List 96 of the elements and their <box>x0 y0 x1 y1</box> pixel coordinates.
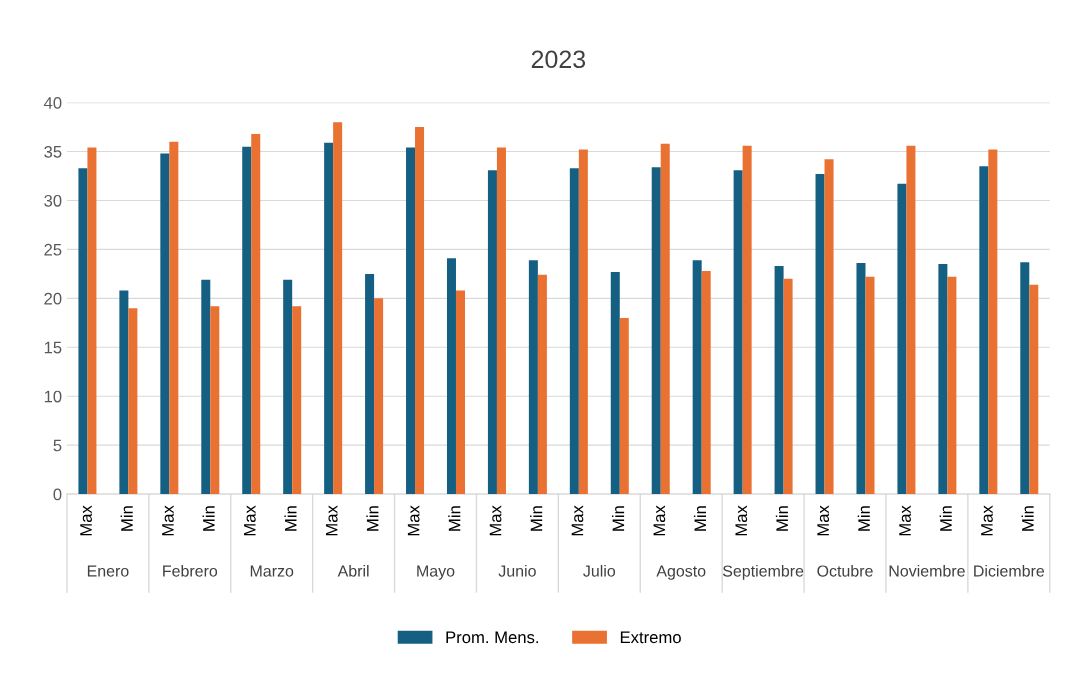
text: Junio <box>498 564 536 577</box>
bar <box>774 266 784 495</box>
x-tick-label: Min <box>612 506 625 531</box>
x-tick-label: Min <box>284 506 297 531</box>
x-tick-label: Max <box>817 505 830 536</box>
text: Mayo <box>417 565 455 580</box>
y-tick-label: 40 <box>43 97 62 109</box>
y-tick-label: 20 <box>44 292 62 305</box>
bar <box>1029 284 1039 495</box>
x-tick-label: Min <box>775 506 788 531</box>
x-tick-label: Max <box>162 505 174 536</box>
bar <box>455 290 465 495</box>
bar <box>78 168 88 495</box>
bar <box>988 149 998 495</box>
bar <box>578 149 588 495</box>
bar <box>938 264 948 495</box>
bar <box>619 317 629 495</box>
bar <box>742 145 752 495</box>
bar <box>528 260 538 495</box>
bar <box>610 271 620 495</box>
bar <box>160 153 170 495</box>
y-tick-label: 30 <box>44 194 62 207</box>
bar <box>128 308 138 495</box>
x-tick-label: Min <box>366 506 379 531</box>
bar <box>406 147 416 495</box>
bar <box>487 170 497 495</box>
x-tick-label: Max <box>653 505 666 536</box>
x-tick-label: Min <box>939 506 952 531</box>
bar <box>292 306 302 495</box>
bar <box>87 147 97 495</box>
bar <box>324 142 334 495</box>
x-tick-label: Min <box>120 506 133 531</box>
bar <box>201 279 211 495</box>
x-tick-label: Max <box>80 505 92 536</box>
bar <box>897 183 907 495</box>
bar <box>815 174 825 495</box>
bar <box>856 263 866 495</box>
x-tick-label: Max <box>571 505 584 536</box>
bar <box>365 273 375 495</box>
bar <box>651 167 661 495</box>
x-tick-label: Max <box>407 505 420 536</box>
bar <box>701 270 711 495</box>
x-tick-label: Min <box>202 506 215 531</box>
text: Enero <box>87 565 129 577</box>
bar <box>374 298 384 495</box>
text: Marzo <box>250 565 294 577</box>
bar <box>947 276 957 495</box>
bar <box>979 166 989 495</box>
bar <box>496 147 506 495</box>
x-tick-label: Max <box>981 505 993 536</box>
y-tick-label: 10 <box>44 390 62 403</box>
bar <box>783 278 793 495</box>
bar <box>251 133 261 495</box>
x-tick-label: Min <box>693 506 706 531</box>
bar <box>210 306 220 495</box>
text: Diciembre <box>974 564 1045 577</box>
bar <box>660 143 670 495</box>
bar <box>537 274 547 495</box>
bar <box>1020 262 1030 495</box>
y-tick-label: 15 <box>44 341 62 354</box>
bar <box>569 168 579 495</box>
x-tick-label: Min <box>1021 506 1034 531</box>
text: Abril <box>337 564 369 577</box>
text: Julio <box>583 564 616 577</box>
bar <box>242 146 252 495</box>
x-tick-label: Max <box>325 505 338 536</box>
x-tick-label: Min <box>448 506 461 531</box>
x-tick-label: Min <box>857 506 870 531</box>
bar <box>865 276 875 495</box>
x-tick-label: Max <box>899 505 911 536</box>
y-tick-label: 5 <box>53 439 62 452</box>
x-tick-label: Max <box>244 505 256 536</box>
text: Febrero <box>163 564 218 577</box>
bar <box>733 170 743 495</box>
y-tick-label: 25 <box>44 243 62 256</box>
y-tick-label: 0 <box>53 488 62 501</box>
bar <box>119 290 129 495</box>
legend-label: Extremo <box>620 631 681 644</box>
text: Octubre <box>817 564 873 577</box>
text: Noviembre <box>889 564 965 577</box>
bar <box>446 258 456 495</box>
bar <box>415 127 425 495</box>
bar <box>283 279 293 495</box>
text: Agosto <box>656 565 706 580</box>
y-tick-label: 35 <box>44 145 62 158</box>
bar <box>169 141 179 495</box>
x-tick-label: Max <box>489 505 502 536</box>
bar <box>692 260 702 495</box>
chart-title: 2023 <box>531 50 586 69</box>
legend-label: Prom. Mens. <box>446 631 539 644</box>
text: Septiembre <box>723 564 804 580</box>
x-tick-label: Max <box>735 505 748 536</box>
bar <box>333 122 343 495</box>
bar <box>824 159 834 495</box>
x-tick-label: Min <box>530 506 543 531</box>
bar <box>906 145 916 495</box>
